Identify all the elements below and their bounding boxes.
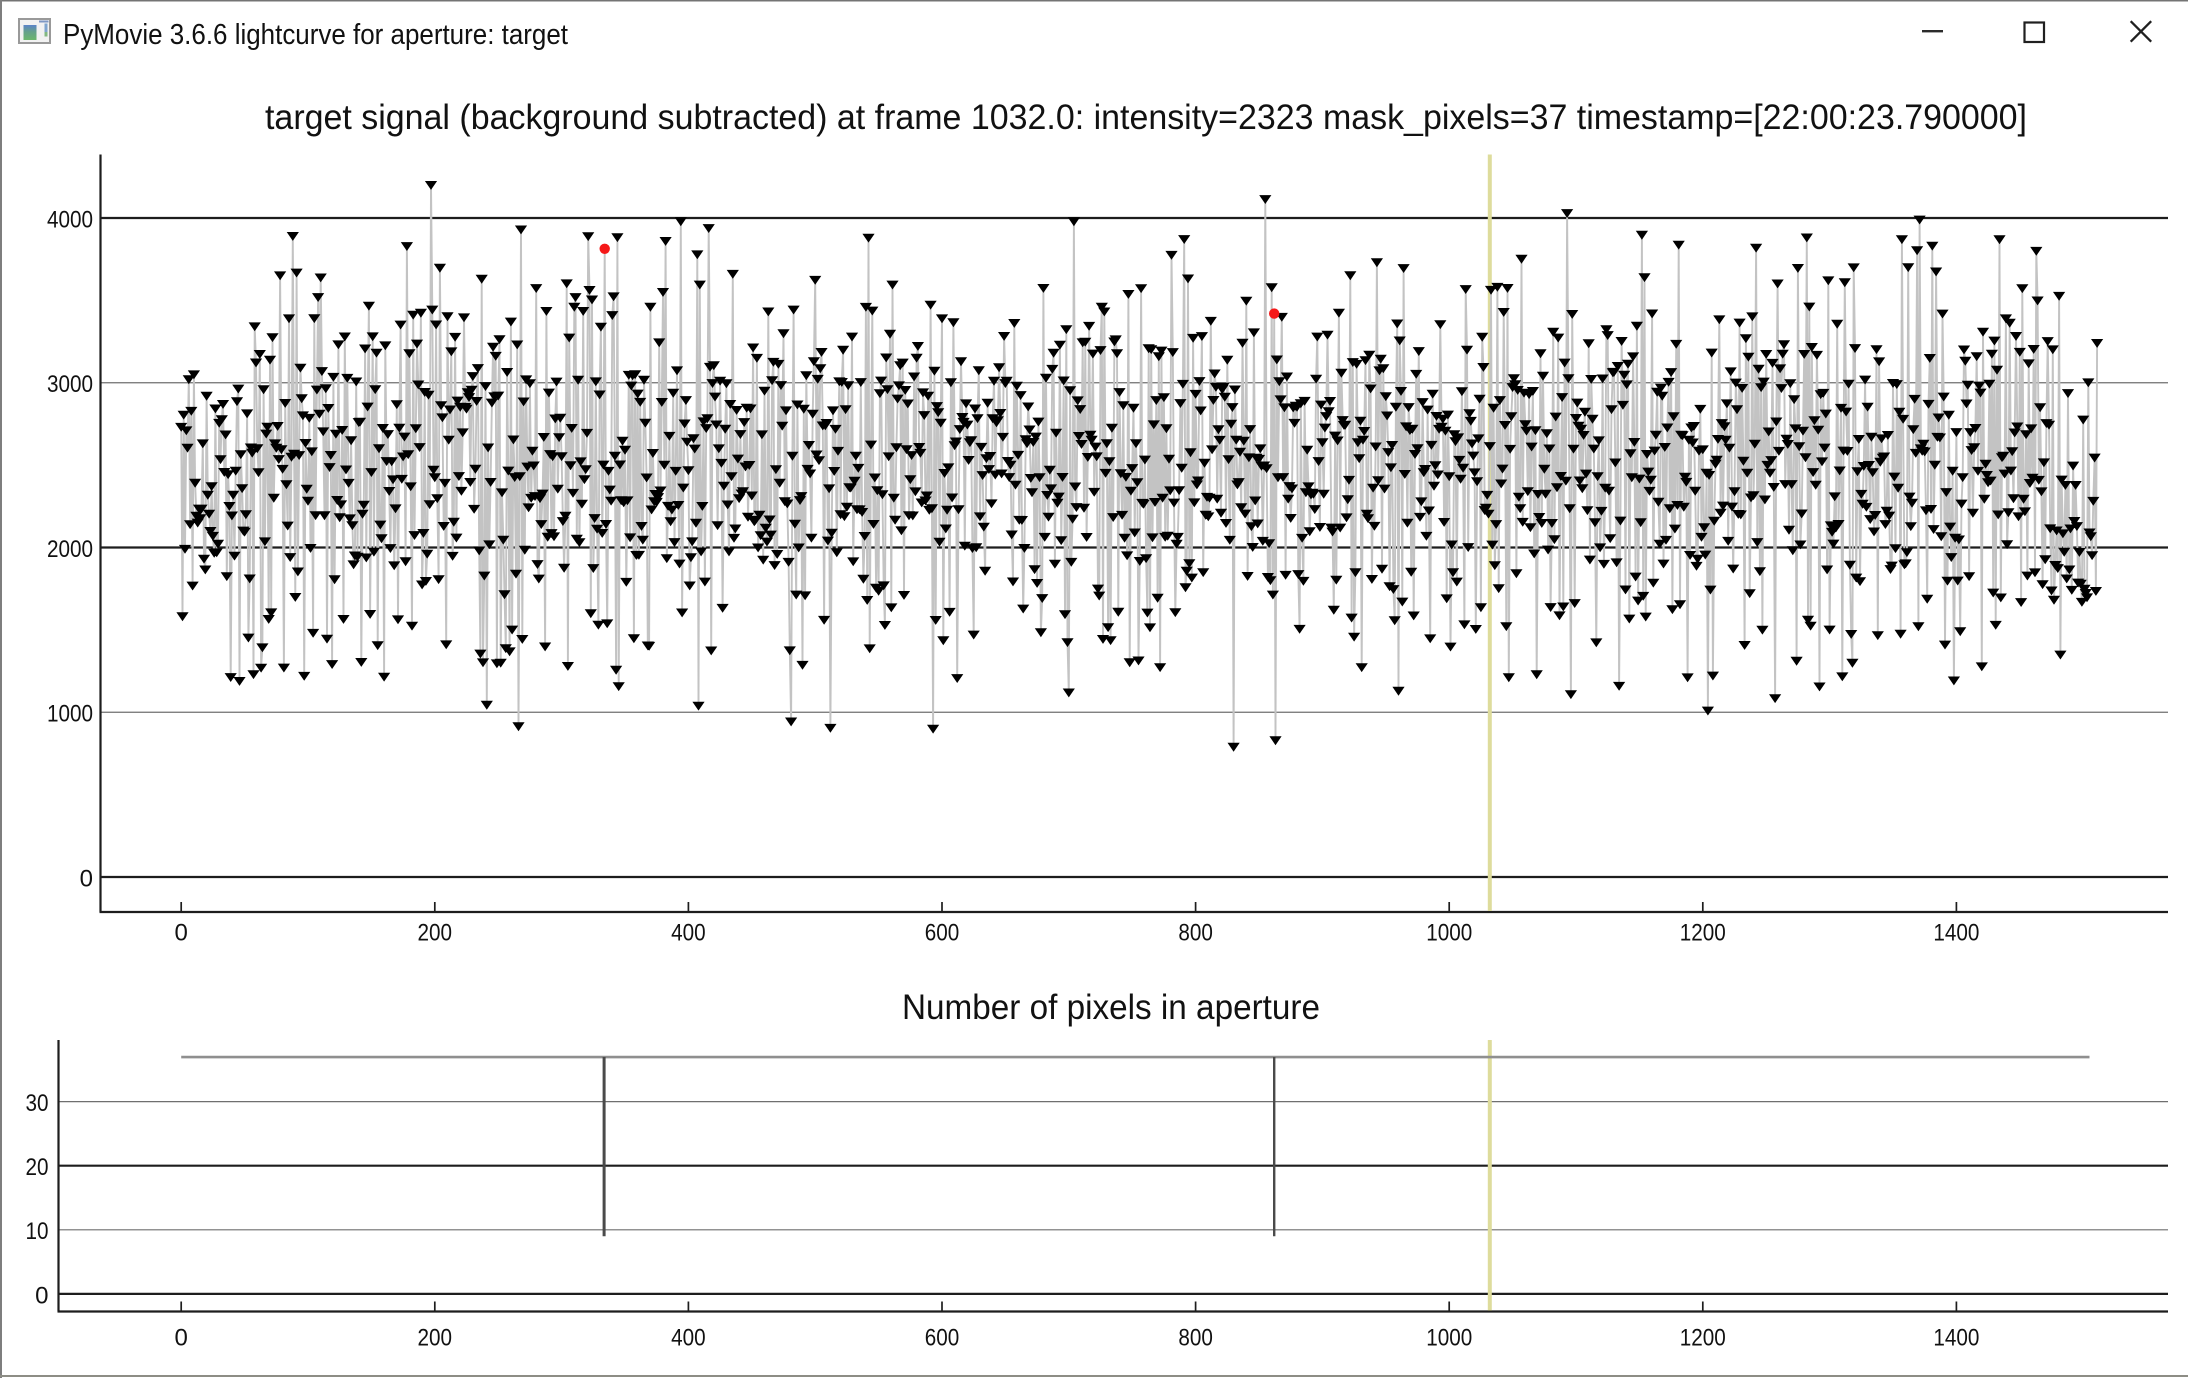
svg-text:1200: 1200 — [1680, 920, 1726, 947]
svg-text:PyMovie 3.6.6 lightcurve for a: PyMovie 3.6.6 lightcurve for aperture: t… — [63, 19, 568, 51]
svg-text:400: 400 — [671, 920, 706, 947]
svg-text:600: 600 — [925, 1325, 960, 1352]
svg-text:target signal (background subt: target signal (background subtracted) at… — [265, 98, 2027, 137]
svg-text:1400: 1400 — [1933, 920, 1979, 947]
svg-text:0: 0 — [175, 920, 188, 947]
svg-text:20: 20 — [26, 1154, 49, 1181]
svg-text:3000: 3000 — [47, 371, 93, 398]
svg-text:30: 30 — [26, 1090, 49, 1117]
svg-text:200: 200 — [418, 1325, 453, 1352]
svg-text:0: 0 — [175, 1325, 188, 1352]
svg-text:2000: 2000 — [47, 536, 93, 563]
svg-text:1000: 1000 — [1426, 920, 1472, 947]
svg-text:1000: 1000 — [47, 701, 93, 728]
svg-text:0: 0 — [35, 1282, 48, 1309]
svg-text:0: 0 — [80, 865, 93, 892]
svg-text:600: 600 — [925, 920, 960, 947]
svg-text:1200: 1200 — [1680, 1325, 1726, 1352]
svg-text:1000: 1000 — [1426, 1325, 1472, 1352]
svg-text:4000: 4000 — [47, 206, 93, 233]
svg-text:200: 200 — [418, 920, 453, 947]
svg-text:1400: 1400 — [1933, 1325, 1979, 1352]
svg-text:400: 400 — [671, 1325, 706, 1352]
svg-text:800: 800 — [1178, 920, 1213, 947]
svg-text:800: 800 — [1178, 1325, 1213, 1352]
svg-text:10: 10 — [26, 1218, 49, 1245]
svg-text:Number of pixels in aperture: Number of pixels in aperture — [902, 988, 1320, 1027]
